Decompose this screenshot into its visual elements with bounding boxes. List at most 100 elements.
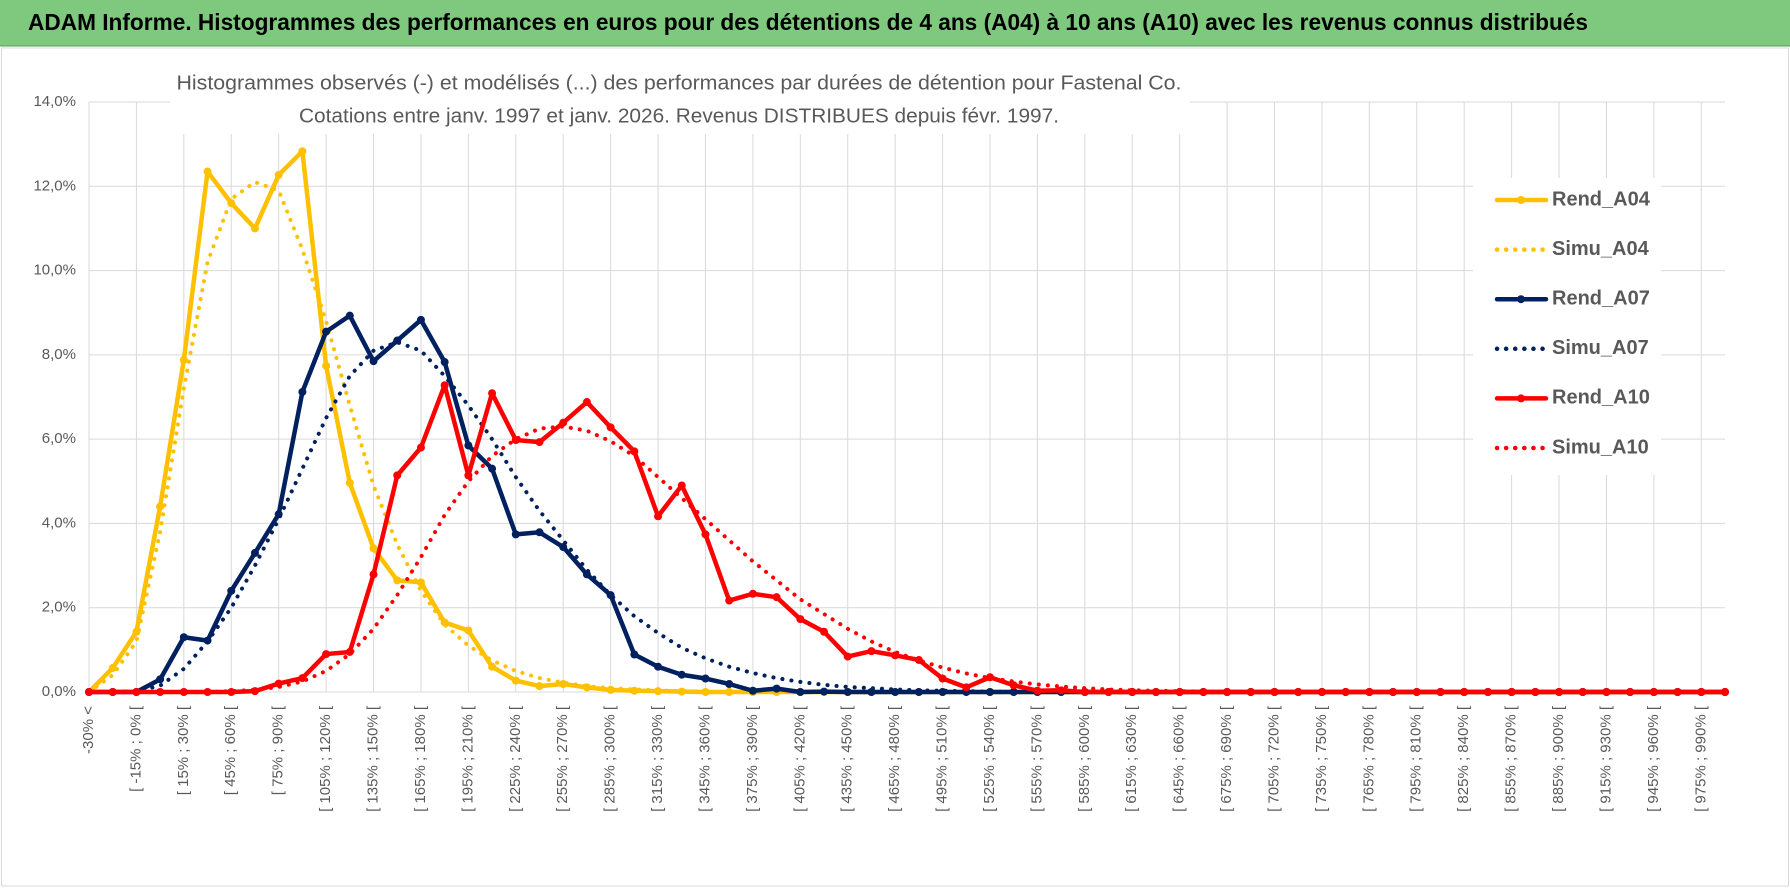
x-tick-label: [ 75% ; 90% [	[270, 705, 287, 795]
chart-subtitle: Cotations entre janv. 1997 et janv. 2026…	[299, 105, 1059, 127]
data-point	[1057, 686, 1066, 695]
data-point	[488, 389, 497, 398]
x-tick-label: [ 135% ; 150% [	[364, 705, 381, 812]
data-point	[820, 687, 829, 696]
x-tick-label: [ 675% ; 690% [	[1218, 705, 1235, 812]
x-tick-label: [ 945% ; 960% [	[1645, 705, 1662, 812]
x-tick-label: [ 15% ; 30% [	[175, 705, 192, 795]
data-point	[393, 576, 402, 585]
legend-label: Rend_A10	[1552, 387, 1650, 409]
x-tick-label: [ 495% ; 510% [	[934, 705, 951, 812]
data-point	[843, 688, 852, 696]
data-point	[1294, 688, 1303, 696]
data-point	[1033, 686, 1042, 695]
data-point	[914, 655, 923, 664]
data-point	[1365, 688, 1374, 696]
y-tick-label: 10,0%	[33, 262, 76, 279]
x-tick-label: [ 795% ; 810% [	[1408, 705, 1425, 812]
x-tick-label: [ 525% ; 540% [	[981, 705, 998, 812]
data-point	[322, 361, 331, 370]
data-point	[322, 327, 331, 336]
x-tick-label: [ 825% ; 840% [	[1455, 705, 1472, 812]
data-point	[511, 530, 520, 539]
data-point	[1175, 688, 1184, 696]
data-point	[1080, 688, 1089, 696]
title-background	[170, 68, 1190, 134]
data-point	[559, 543, 568, 552]
data-point	[582, 398, 591, 407]
x-tick-label: [ 285% ; 300% [	[602, 705, 619, 812]
x-tick-label: [ 615% ; 630% [	[1123, 705, 1140, 812]
data-point	[227, 586, 236, 595]
data-point	[535, 682, 544, 691]
data-point	[1223, 688, 1232, 696]
x-tick-label: [ 465% ; 480% [	[886, 705, 903, 812]
legend-marker	[1517, 394, 1525, 403]
data-point	[416, 315, 425, 324]
data-point	[796, 615, 805, 624]
chart-frame	[1, 47, 1789, 887]
data-point	[701, 530, 710, 539]
data-point	[369, 357, 378, 366]
data-point	[345, 311, 354, 320]
x-tick-label: [ 585% ; 600% [	[1076, 705, 1093, 812]
x-tick-label: [ 225% ; 240% [	[507, 705, 524, 812]
x-tick-label: [ 435% ; 450% [	[839, 705, 856, 812]
x-tick-label: [ 345% ; 360% [	[696, 705, 713, 812]
x-tick-label: [ 105% ; 120% [	[317, 705, 334, 812]
data-point	[488, 662, 497, 671]
data-point	[1531, 688, 1540, 696]
data-point	[369, 544, 378, 553]
data-point	[416, 578, 425, 587]
x-tick-label: [ 555% ; 570% [	[1028, 705, 1045, 812]
x-tick-label: [ 45% ; 60% [	[222, 705, 239, 795]
data-point	[345, 478, 354, 487]
data-point	[748, 589, 757, 598]
legend-label: Simu_A04	[1552, 238, 1650, 260]
data-point	[1483, 688, 1492, 696]
data-point	[108, 688, 117, 696]
data-point	[274, 170, 283, 179]
data-point	[891, 688, 900, 696]
data-point	[748, 686, 757, 695]
data-point	[416, 443, 425, 452]
data-point	[511, 676, 520, 685]
x-tick-label: [ 885% ; 900% [	[1550, 705, 1567, 812]
data-point	[820, 627, 829, 636]
legend-marker	[1517, 196, 1525, 204]
data-point	[962, 683, 971, 692]
y-tick-label: 6,0%	[42, 430, 76, 447]
data-point	[440, 381, 449, 390]
data-point	[1009, 688, 1018, 696]
data-point	[630, 447, 639, 456]
data-point	[369, 570, 378, 579]
data-point	[701, 674, 710, 683]
y-tick-label: 14,0%	[33, 93, 76, 110]
data-point	[725, 679, 734, 688]
data-point	[630, 686, 639, 695]
legend-background	[1473, 178, 1661, 475]
y-tick-label: 8,0%	[42, 346, 76, 363]
y-tick-label: 4,0%	[42, 514, 76, 531]
data-point	[1341, 688, 1350, 696]
header-bar	[0, 0, 1790, 46]
data-point	[179, 355, 188, 364]
y-tick-label: 12,0%	[33, 177, 76, 194]
data-point	[298, 147, 307, 156]
data-point	[535, 528, 544, 537]
data-point	[938, 674, 947, 683]
legend-marker	[1517, 295, 1525, 304]
data-point	[250, 548, 259, 557]
legend-label: Simu_A07	[1552, 337, 1649, 359]
legend-label: Rend_A04	[1552, 188, 1651, 210]
x-tick-label: [ 915% ; 930% [	[1597, 705, 1614, 812]
series-line	[87, 340, 1727, 694]
x-tick-label: [ -15% ; 0% [	[127, 705, 144, 792]
data-point	[1246, 688, 1255, 696]
x-tick-label: [ 195% ; 210% [	[459, 705, 476, 812]
x-tick-label: [ 165% ; 180% [	[412, 705, 429, 812]
data-point	[843, 652, 852, 661]
data-point	[1721, 688, 1729, 696]
legend-label: Rend_A07	[1552, 287, 1650, 309]
data-point	[867, 647, 876, 656]
